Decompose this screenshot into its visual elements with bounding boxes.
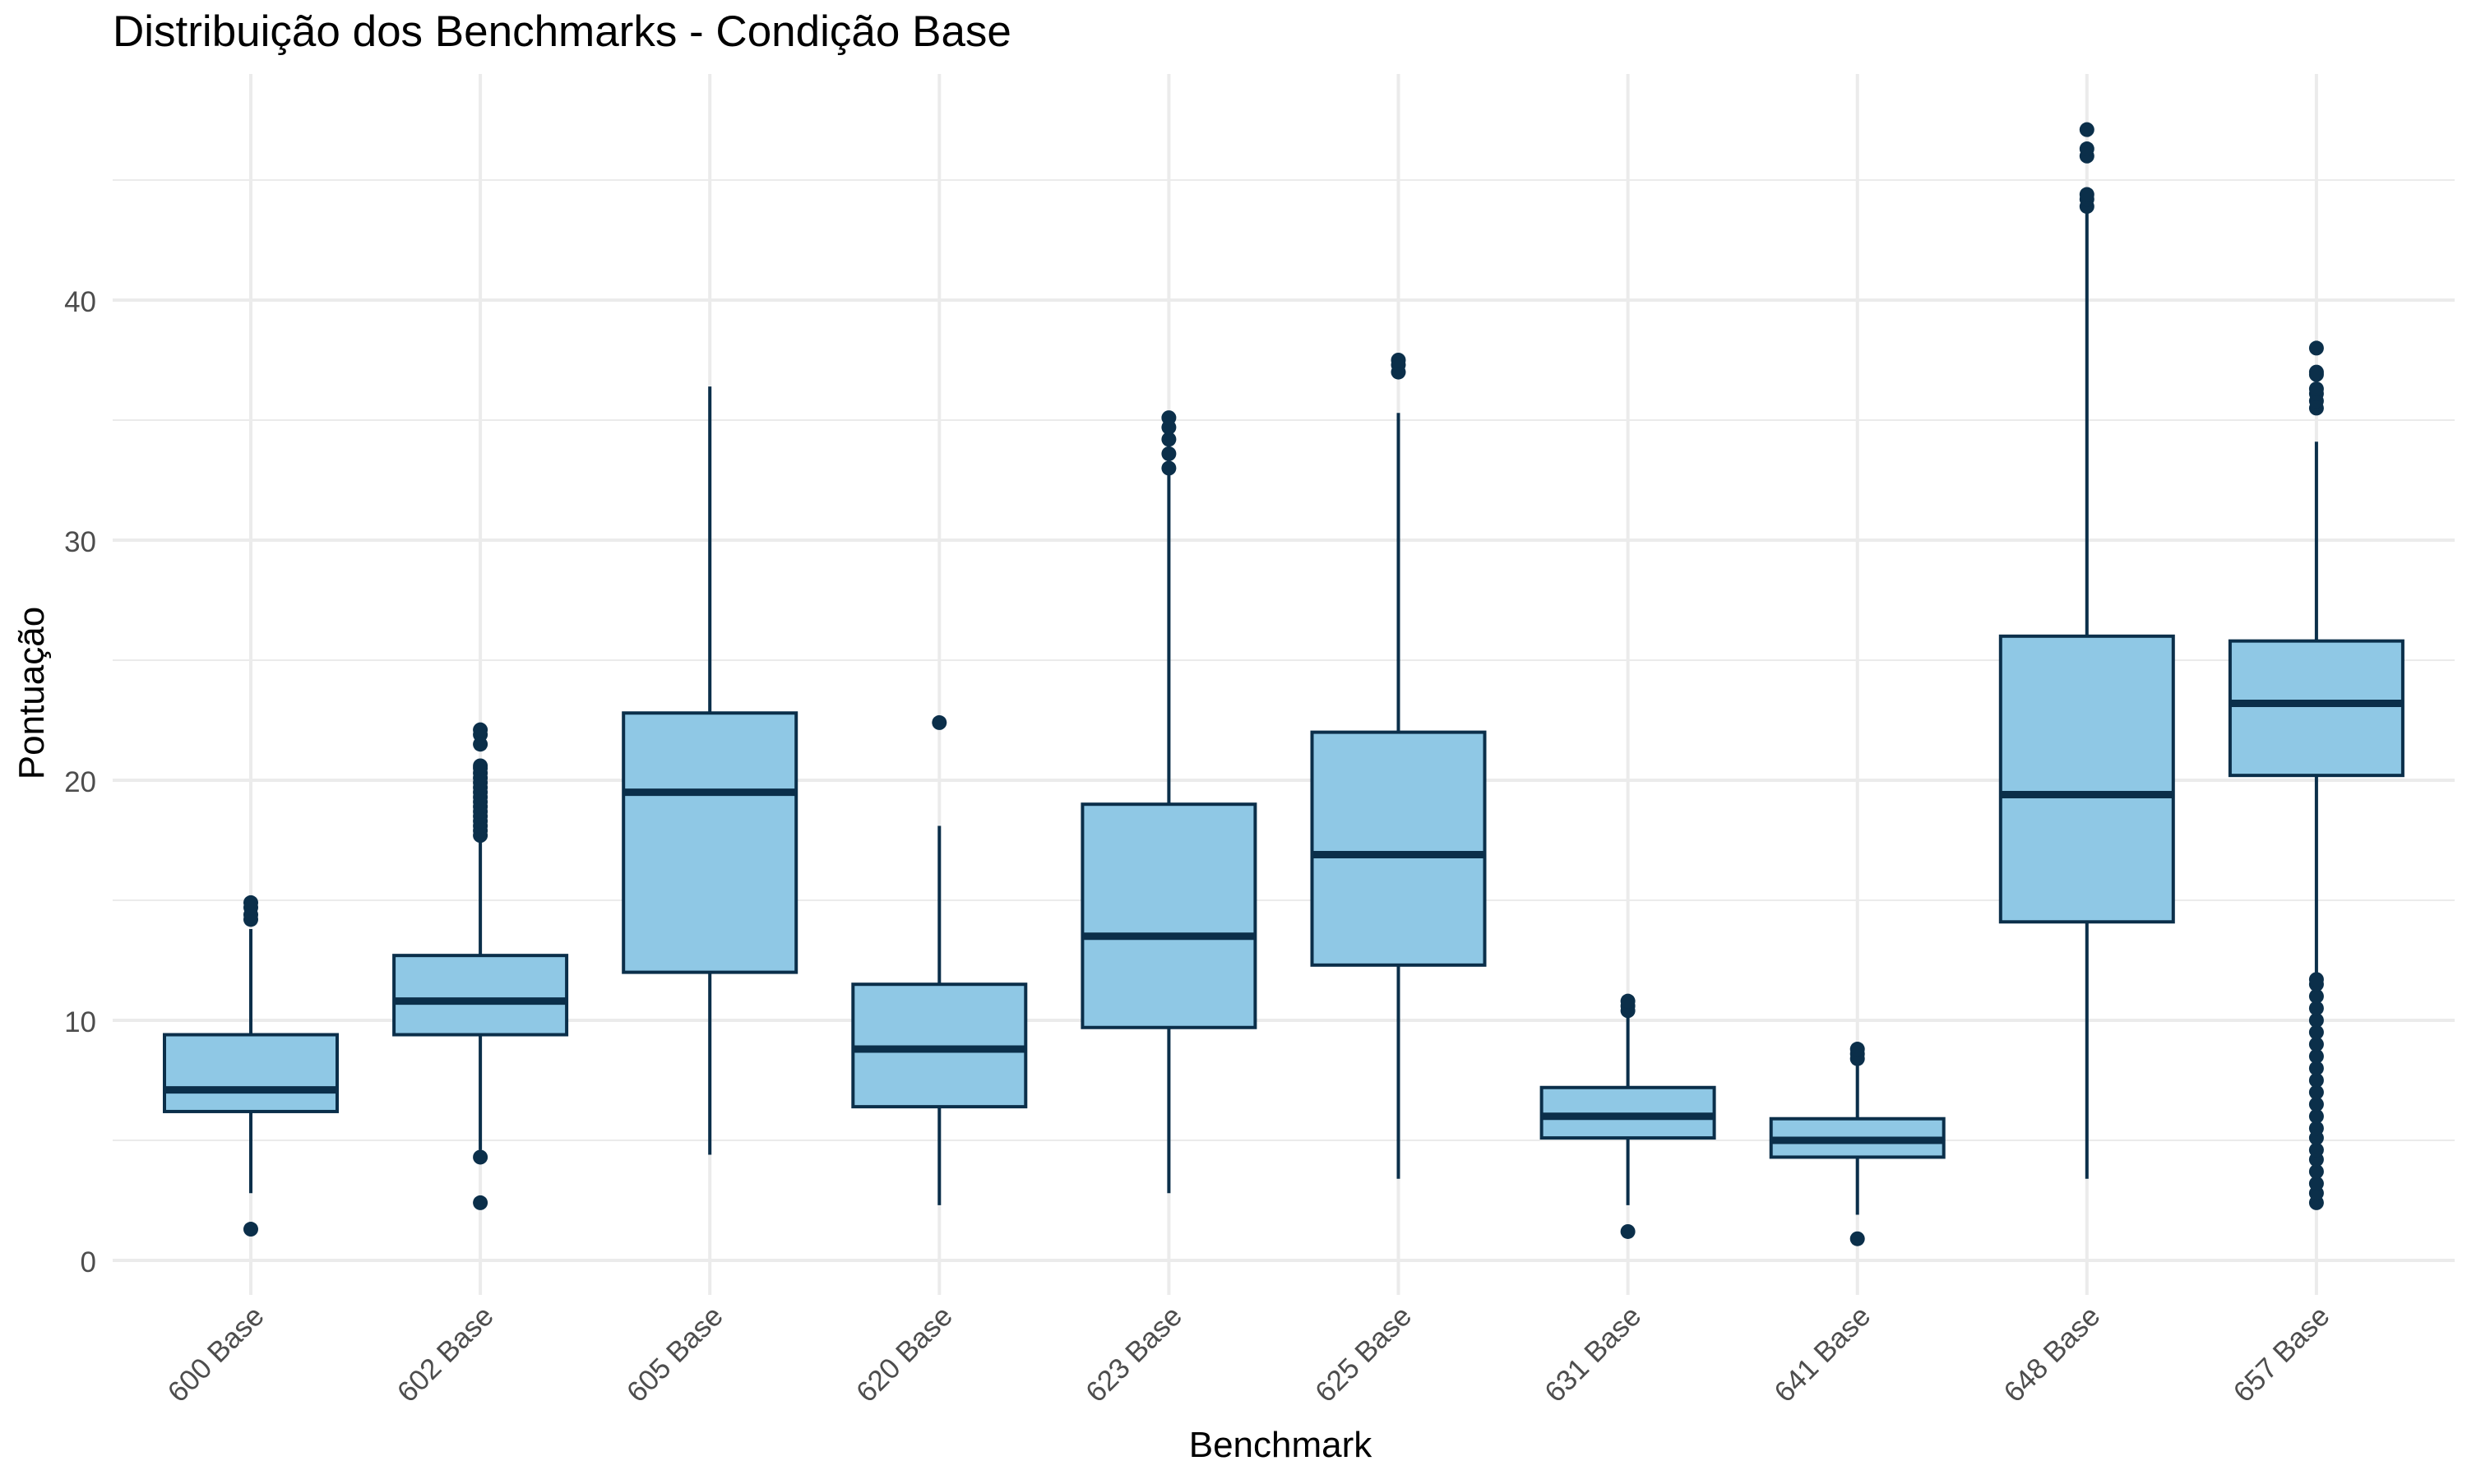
- y-tick-label: 20: [64, 766, 96, 798]
- outlier-point: [2308, 1121, 2324, 1136]
- outlier-point: [473, 1149, 488, 1165]
- outlier-point: [1849, 1231, 1865, 1246]
- outlier-point: [1620, 1223, 1636, 1239]
- outlier-point: [243, 895, 258, 910]
- box-iqr: [622, 711, 798, 974]
- y-tick-label: 10: [64, 1006, 96, 1038]
- outlier-point: [1161, 410, 1177, 426]
- x-tick-label: 648 Base: [1997, 1300, 2106, 1408]
- outlier-point: [2079, 122, 2094, 137]
- x-tick-label: 623 Base: [1080, 1300, 1188, 1408]
- outlier-point: [473, 722, 488, 737]
- x-tick-label: 631 Base: [1539, 1300, 1647, 1408]
- outlier-point: [2308, 1001, 2324, 1016]
- x-tick-label: 620 Base: [850, 1300, 959, 1408]
- x-tick-label: 605 Base: [621, 1300, 729, 1408]
- outlier-point: [473, 1195, 488, 1210]
- outlier-point: [2079, 141, 2094, 157]
- box-group: [1998, 122, 2175, 1179]
- outlier-point: [2308, 364, 2324, 380]
- outlier-point: [2308, 1073, 2324, 1088]
- box-group: [2228, 340, 2405, 1210]
- box-group: [392, 722, 569, 1210]
- box-iqr: [392, 954, 569, 1037]
- outlier-point: [1161, 460, 1177, 476]
- outlier-point: [473, 758, 488, 774]
- outlier-point: [2308, 1037, 2324, 1052]
- outlier-point: [2308, 1097, 2324, 1112]
- outlier-point: [2308, 381, 2324, 397]
- outlier-point: [2308, 1024, 2324, 1040]
- box-iqr: [1081, 802, 1257, 1029]
- outlier-point: [2308, 1084, 2324, 1100]
- x-axis-label: Benchmark: [1189, 1425, 1373, 1465]
- y-axis-label: Pontuação: [12, 607, 52, 779]
- box-group: [1310, 353, 1487, 1179]
- box-group: [163, 895, 339, 1237]
- box-iqr: [1310, 730, 1487, 967]
- outlier-point: [1161, 432, 1177, 447]
- outlier-point: [2308, 972, 2324, 987]
- outlier-point: [2308, 988, 2324, 1004]
- outlier-point: [2308, 1163, 2324, 1179]
- y-tick-label: 0: [81, 1246, 96, 1278]
- y-tick-label: 30: [64, 526, 96, 558]
- x-tick-label: 602 Base: [391, 1300, 500, 1408]
- x-tick-label: 657 Base: [2227, 1300, 2335, 1408]
- box-layer: [163, 122, 2405, 1246]
- box-group: [622, 386, 798, 1155]
- x-tick-label: 641 Base: [1768, 1300, 1877, 1408]
- outlier-point: [2308, 1048, 2324, 1064]
- box-group: [1081, 410, 1257, 1194]
- box-group: [851, 714, 1028, 1205]
- y-tick-label: 40: [64, 286, 96, 318]
- chart-title: Distribuição dos Benchmarks - Condição B…: [113, 7, 1011, 56]
- outlier-point: [932, 714, 947, 730]
- box-group: [1769, 1042, 1946, 1246]
- box-iqr: [2228, 639, 2405, 778]
- outlier-point: [1620, 993, 1636, 1009]
- box-group: [1539, 993, 1716, 1239]
- outlier-point: [2079, 187, 2094, 202]
- x-tick-label: 600 Base: [161, 1300, 270, 1408]
- box-iqr: [1998, 634, 2175, 924]
- outlier-point: [2308, 1176, 2324, 1191]
- outlier-point: [2308, 340, 2324, 356]
- outlier-point: [1161, 446, 1177, 461]
- outlier-point: [2308, 1142, 2324, 1158]
- outlier-point: [243, 1222, 258, 1237]
- outlier-point: [2308, 1013, 2324, 1028]
- box-iqr: [163, 1033, 339, 1113]
- outlier-point: [1391, 353, 1406, 368]
- x-tick-label: 625 Base: [1309, 1300, 1418, 1408]
- outlier-point: [2308, 1108, 2324, 1124]
- outlier-point: [2308, 1061, 2324, 1076]
- outlier-point: [1849, 1042, 1865, 1057]
